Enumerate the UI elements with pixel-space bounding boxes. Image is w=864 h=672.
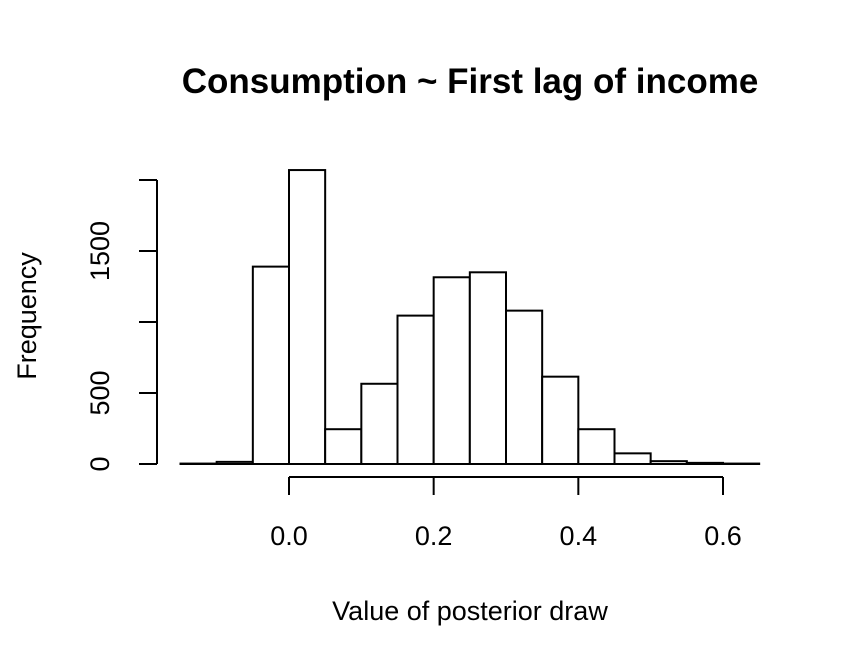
x-tick-label: 0.4 bbox=[560, 521, 598, 551]
histogram-bar bbox=[324, 428, 363, 465]
histogram-bar bbox=[360, 382, 399, 465]
histogram-bar bbox=[685, 461, 724, 466]
histogram-bar bbox=[649, 460, 688, 466]
x-axis-label: Value of posterior draw bbox=[332, 596, 608, 626]
histogram-bar bbox=[468, 271, 508, 465]
histogram-bar bbox=[288, 169, 327, 465]
histogram-bar bbox=[396, 314, 435, 465]
chart-title: Consumption ~ First lag of income bbox=[182, 62, 759, 101]
x-tick-label: 0.0 bbox=[270, 521, 308, 551]
histogram-bar bbox=[251, 265, 290, 465]
histogram-bar bbox=[577, 428, 616, 465]
y-axis: 0 500 1500 bbox=[85, 179, 158, 472]
y-tick-label: 0 bbox=[85, 456, 115, 471]
histogram-bar bbox=[613, 452, 652, 466]
histogram-bar bbox=[541, 375, 580, 466]
y-axis-label: Frequency bbox=[12, 252, 42, 380]
y-tick-label: 1500 bbox=[85, 221, 115, 281]
bars-group bbox=[179, 169, 761, 466]
x-tick-label: 0.2 bbox=[415, 521, 453, 551]
x-tick-label: 0.6 bbox=[704, 521, 742, 551]
histogram-bar bbox=[432, 276, 471, 465]
x-axis: 0.0 0.2 0.4 0.6 bbox=[270, 476, 742, 551]
histogram-bar bbox=[215, 460, 254, 465]
histogram-bar bbox=[505, 309, 544, 466]
y-tick-label: 500 bbox=[85, 370, 115, 415]
